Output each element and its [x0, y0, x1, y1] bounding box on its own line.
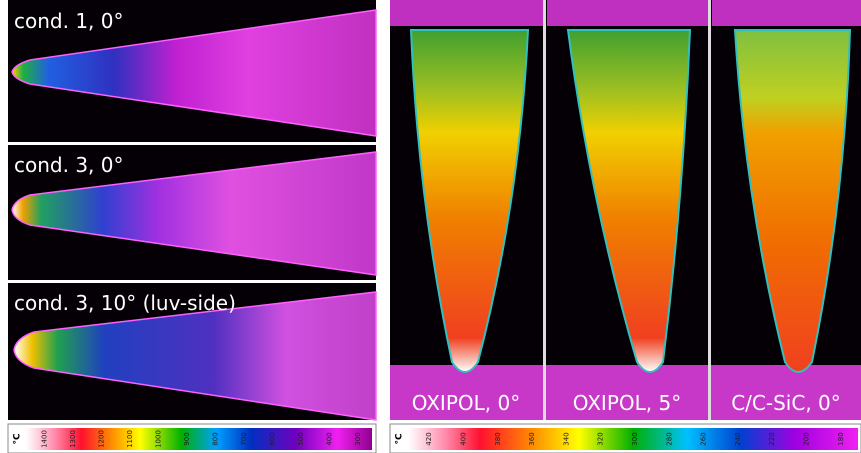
colorbar-tick-label: 240: [734, 432, 742, 445]
panel-label: cond. 3, 0°: [14, 153, 123, 177]
right-panels: OXIPOL, 0° OXIPOL, 5° C/C-SiC, 0°: [390, 0, 861, 420]
colorbar-tick-label: 800: [211, 432, 219, 445]
colorbar-tick-label: 1100: [126, 430, 134, 448]
colorbar-tick-label: 300: [631, 432, 639, 445]
colorbar-tick-label: 700: [240, 432, 248, 445]
colorbar-tick-label: 200: [803, 432, 811, 445]
panel-label: OXIPOL, 5°: [573, 391, 681, 415]
colorbar-tick-label: 400: [325, 432, 333, 445]
holder: [712, 0, 861, 26]
colorbar-tick-label: 180: [837, 432, 845, 445]
divider: [543, 0, 546, 420]
colorbar-tick-label: 300: [354, 432, 362, 445]
colorbar-tick-label: 360: [528, 432, 536, 445]
colorbar-tick-label: 600: [268, 432, 276, 445]
colorbar-tick-label: 1300: [69, 430, 77, 448]
colorbar-tick-label: 900: [183, 432, 191, 445]
colorbar-tick-label: 420: [425, 432, 433, 445]
colorbar-tick-label: 340: [562, 432, 570, 445]
colorbar-tick-label: 280: [665, 432, 673, 445]
colorbar-left: [26, 428, 372, 450]
holder: [547, 0, 708, 26]
figure: cond. 1, 0° cond. 3, 0° cond. 3, 10° (lu…: [0, 0, 861, 453]
colorbar-unit: °C: [395, 433, 405, 445]
colorbar-tick-label: 220: [768, 432, 776, 445]
colorbar-tick-label: 260: [700, 432, 708, 445]
colorbar-unit: °C: [13, 433, 23, 445]
colorbar-tick-label: 400: [459, 432, 467, 445]
colorbar-tick-label: 1000: [154, 430, 162, 448]
divider: [708, 0, 711, 420]
left-panels: cond. 1, 0° cond. 3, 0° cond. 3, 10° (lu…: [8, 0, 376, 420]
colorbar-tick-label: 1200: [97, 430, 105, 448]
colorbar-tick-label: 380: [494, 432, 502, 445]
colorbar-tick-label: 500: [297, 432, 305, 445]
panel-label: cond. 1, 0°: [14, 9, 123, 33]
colorbar-tick-label: 320: [597, 432, 605, 445]
panel-label: C/C-SiC, 0°: [731, 391, 841, 415]
panel-label: cond. 3, 10° (luv-side): [14, 291, 236, 315]
holder: [390, 0, 543, 26]
panel-label: OXIPOL, 0°: [412, 391, 520, 415]
colorbar-tick-label: 1400: [40, 430, 48, 448]
